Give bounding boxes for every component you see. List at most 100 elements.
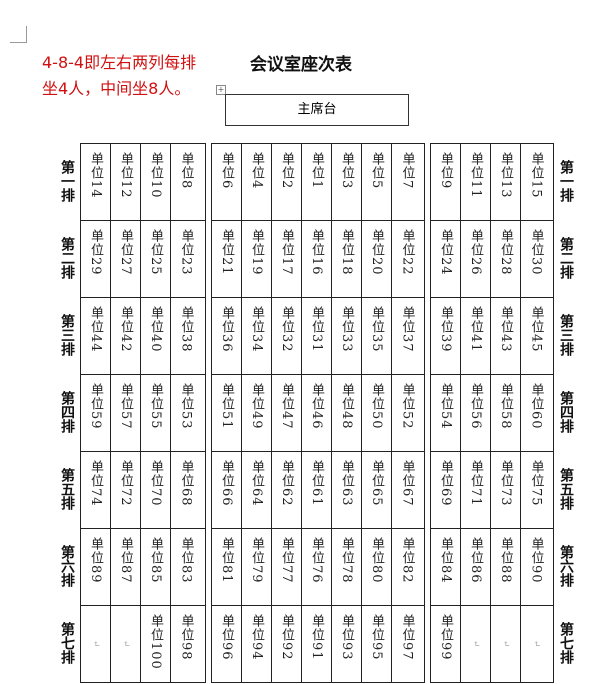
seat-cell[interactable]: 单位54: [431, 375, 461, 451]
seat-cell[interactable]: 单位72: [111, 452, 141, 528]
seat-cell[interactable]: 单位39: [431, 298, 461, 374]
seat-cell[interactable]: 单位1: [302, 144, 332, 220]
seat-cell[interactable]: 单位87: [111, 529, 141, 605]
seat-cell[interactable]: 单位49: [242, 375, 272, 451]
seat-cell[interactable]: 单位42: [111, 298, 141, 374]
seat-cell[interactable]: ↵: [531, 639, 541, 649]
seat-cell[interactable]: 单位57: [111, 375, 141, 451]
seat-cell[interactable]: 单位67: [399, 460, 415, 507]
seat-cell[interactable]: 单位30: [528, 229, 544, 276]
seat-cell[interactable]: ↵: [461, 606, 491, 682]
seat-cell[interactable]: 单位48: [332, 375, 362, 451]
seat-cell[interactable]: 单位70: [141, 452, 171, 528]
seat-cell[interactable]: 单位88: [491, 529, 521, 605]
seat-cell[interactable]: 单位24: [431, 221, 461, 297]
seat-cell[interactable]: 单位77: [272, 529, 302, 605]
seat-cell[interactable]: 单位6: [212, 144, 242, 220]
seat-cell[interactable]: 单位12: [111, 144, 141, 220]
seat-cell[interactable]: 单位38: [178, 306, 194, 353]
seat-cell[interactable]: 单位14: [81, 144, 111, 220]
seat-cell[interactable]: 单位89: [81, 529, 111, 605]
seat-cell[interactable]: 单位16: [302, 221, 332, 297]
seat-cell[interactable]: 单位25: [141, 221, 171, 297]
seat-cell[interactable]: 单位20: [362, 221, 392, 297]
seat-cell[interactable]: 单位69: [431, 452, 461, 528]
seat-cell[interactable]: 单位94: [242, 606, 272, 682]
seat-cell[interactable]: 单位45: [528, 306, 544, 353]
seat-cell[interactable]: 单位44: [81, 298, 111, 374]
seat-cell[interactable]: 单位92: [272, 606, 302, 682]
seat-cell[interactable]: 单位61: [302, 452, 332, 528]
seat-cell[interactable]: 单位64: [242, 452, 272, 528]
seat-cell[interactable]: 单位11: [461, 144, 491, 220]
seat-cell[interactable]: 单位63: [332, 452, 362, 528]
seat-cell[interactable]: 单位97: [399, 614, 415, 661]
seat-cell[interactable]: 单位99: [431, 606, 461, 682]
seat-cell[interactable]: 单位22: [399, 229, 415, 276]
seat-cell[interactable]: 单位7: [399, 152, 415, 190]
seat-cell[interactable]: 单位100: [141, 606, 171, 682]
seat-cell[interactable]: 单位85: [141, 529, 171, 605]
seat-cell[interactable]: 单位4: [242, 144, 272, 220]
seat-cell[interactable]: 单位84: [431, 529, 461, 605]
seat-cell[interactable]: 单位15: [528, 152, 544, 199]
seat-cell[interactable]: 单位73: [491, 452, 521, 528]
seat-cell[interactable]: 单位9: [431, 144, 461, 220]
seat-cell[interactable]: 单位65: [362, 452, 392, 528]
seat-cell[interactable]: 单位90: [528, 537, 544, 584]
seat-cell[interactable]: 单位13: [491, 144, 521, 220]
seat-cell[interactable]: 单位5: [362, 144, 392, 220]
seat-cell[interactable]: 单位71: [461, 452, 491, 528]
seat-cell[interactable]: 单位60: [528, 383, 544, 430]
seat-cell[interactable]: 单位10: [141, 144, 171, 220]
seat-cell[interactable]: 单位27: [111, 221, 141, 297]
seat-cell[interactable]: 单位52: [399, 383, 415, 430]
seat-cell[interactable]: 单位68: [178, 460, 194, 507]
seat-cell[interactable]: 单位18: [332, 221, 362, 297]
seat-cell[interactable]: 单位95: [362, 606, 392, 682]
seat-cell[interactable]: 单位23: [178, 229, 194, 276]
seat-cell[interactable]: 单位35: [362, 298, 392, 374]
seat-cell[interactable]: 单位2: [272, 144, 302, 220]
seat-cell[interactable]: 单位83: [178, 537, 194, 584]
seat-cell[interactable]: 单位93: [332, 606, 362, 682]
seat-cell[interactable]: 单位19: [242, 221, 272, 297]
seat-cell[interactable]: 单位43: [491, 298, 521, 374]
seat-cell[interactable]: 单位59: [81, 375, 111, 451]
seat-cell[interactable]: 单位8: [178, 152, 194, 190]
seat-cell[interactable]: 单位79: [242, 529, 272, 605]
seat-cell[interactable]: 单位62: [272, 452, 302, 528]
table-move-handle-icon[interactable]: +: [216, 85, 226, 95]
seat-cell[interactable]: 单位33: [332, 298, 362, 374]
seat-cell[interactable]: 单位40: [141, 298, 171, 374]
seat-cell[interactable]: ↵: [111, 606, 141, 682]
seat-cell[interactable]: 单位47: [272, 375, 302, 451]
seat-cell[interactable]: 单位29: [81, 221, 111, 297]
seat-cell[interactable]: ↵: [491, 606, 521, 682]
seat-cell[interactable]: 单位74: [81, 452, 111, 528]
seat-cell[interactable]: 单位98: [178, 614, 194, 661]
seat-cell[interactable]: 单位51: [212, 375, 242, 451]
seat-cell[interactable]: 单位36: [212, 298, 242, 374]
seat-cell[interactable]: 单位3: [332, 144, 362, 220]
seat-cell[interactable]: 单位86: [461, 529, 491, 605]
seat-cell[interactable]: 单位50: [362, 375, 392, 451]
seat-cell[interactable]: 单位37: [399, 306, 415, 353]
seat-cell[interactable]: 单位46: [302, 375, 332, 451]
seat-cell[interactable]: 单位55: [141, 375, 171, 451]
seat-cell[interactable]: 单位32: [272, 298, 302, 374]
seat-cell[interactable]: 单位96: [212, 606, 242, 682]
seat-cell[interactable]: 单位17: [272, 221, 302, 297]
seat-cell[interactable]: 单位28: [491, 221, 521, 297]
seat-cell[interactable]: 单位41: [461, 298, 491, 374]
seat-cell[interactable]: 单位81: [212, 529, 242, 605]
seat-cell[interactable]: 单位66: [212, 452, 242, 528]
seat-cell[interactable]: 单位26: [461, 221, 491, 297]
seat-cell[interactable]: 单位76: [302, 529, 332, 605]
seat-cell[interactable]: 单位53: [178, 383, 194, 430]
seat-cell[interactable]: 单位91: [302, 606, 332, 682]
seat-cell[interactable]: 单位21: [212, 221, 242, 297]
seat-cell[interactable]: 单位31: [302, 298, 332, 374]
seat-cell[interactable]: ↵: [81, 606, 111, 682]
seat-cell[interactable]: 单位80: [362, 529, 392, 605]
